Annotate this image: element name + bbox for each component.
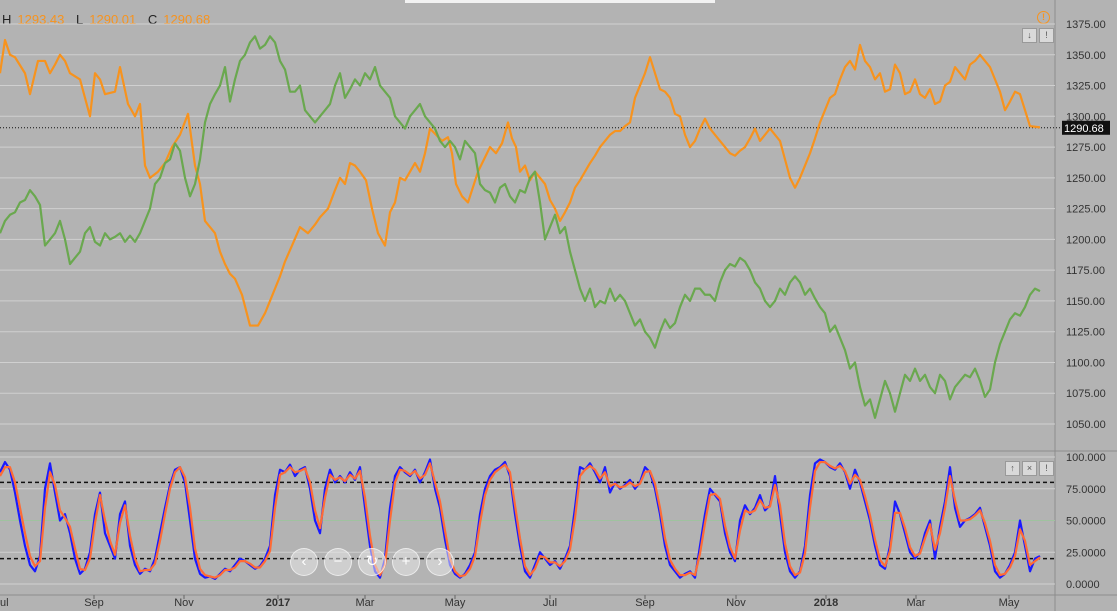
close-value: 1290.68 (163, 12, 211, 27)
low-label: L (76, 12, 84, 27)
x-tick-label: Jul (543, 597, 557, 609)
close-label: C (147, 12, 158, 27)
y-tick-label: 75.0000 (1066, 484, 1106, 496)
y-tick-label: 1125.00 (1066, 327, 1105, 339)
y-axis-labels: 1375.00 1350.00 1325.00 1300.00 1275.00 1250.… (1066, 19, 1106, 591)
x-tick-label-partial: ul (0, 597, 9, 609)
y-tick-label: 1375.00 (1066, 19, 1106, 31)
y-tick-label: 1175.00 (1066, 265, 1105, 277)
pane-info-icon[interactable]: ! (1039, 28, 1054, 43)
y-tick-label: 1350.00 (1066, 50, 1106, 62)
y-tick-label: 1150.00 (1066, 296, 1105, 308)
x-axis-labels: Sep Nov 2017 Mar May Jul Sep Nov 2018 Mar May ul (0, 595, 1020, 609)
y-tick-label: 1275.00 (1066, 142, 1106, 154)
x-tick-label: May (999, 597, 1020, 609)
low-value: 1290.01 (89, 12, 137, 27)
price-tag-value: 1290.68 (1064, 123, 1104, 135)
y-tick-label: 1075.00 (1066, 388, 1106, 400)
y-tick-label: 50.0000 (1066, 516, 1106, 528)
x-tick-label: May (445, 597, 466, 609)
x-tick-label: Sep (635, 597, 655, 609)
x-tick-label: Nov (726, 597, 746, 609)
top-scrollbar[interactable] (405, 0, 715, 3)
y-tick-label: 100.000 (1066, 452, 1106, 464)
oscillator-series (0, 458, 1041, 581)
x-tick-label: 2017 (266, 597, 290, 609)
y-tick-label: 1300.00 (1066, 111, 1106, 123)
high-value: 1293.43 (17, 12, 65, 27)
ohlc-readout: H 1293.43 L 1290.01 C 1290.68 (2, 12, 218, 27)
minus-icon[interactable]: − (324, 548, 352, 576)
reset-icon[interactable]: ↻ (358, 548, 386, 576)
move-down-icon[interactable]: ↓ (1022, 28, 1037, 43)
x-tick-label: Mar (907, 597, 926, 609)
high-label: H (2, 12, 12, 27)
y-tick-label: 1325.00 (1066, 81, 1106, 93)
y-tick-label: 1050.00 (1066, 419, 1106, 431)
x-tick-label: Sep (84, 597, 104, 609)
price-series (0, 35, 1041, 419)
y-tick-label: 0.0000 (1066, 579, 1100, 591)
x-tick-label: 2018 (814, 597, 838, 609)
close-pane-icon[interactable]: × (1022, 461, 1037, 476)
y-tick-label: 1200.00 (1066, 234, 1106, 246)
plus-icon[interactable]: + (392, 548, 420, 576)
series-line (0, 460, 1041, 579)
chevron-right-icon[interactable]: › (426, 548, 454, 576)
chevron-left-icon[interactable]: ‹ (290, 548, 318, 576)
pane-info-icon[interactable]: ! (1039, 461, 1054, 476)
y-tick-label: 1250.00 (1066, 173, 1106, 185)
series-line (0, 35, 1041, 419)
price-tag: 1290.68 (1062, 120, 1110, 135)
x-tick-label: Nov (174, 597, 194, 609)
y-tick-label: 25.0000 (1066, 547, 1106, 559)
y-tick-label: 1225.00 (1066, 204, 1106, 216)
x-tick-label: Mar (356, 597, 375, 609)
y-tick-label: 1100.00 (1066, 357, 1105, 369)
move-up-icon[interactable]: ↑ (1005, 461, 1020, 476)
series-line (0, 38, 1041, 327)
